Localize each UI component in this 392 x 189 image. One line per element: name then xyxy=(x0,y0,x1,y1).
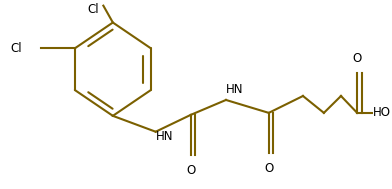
Text: Cl: Cl xyxy=(10,42,22,55)
Text: Cl: Cl xyxy=(87,3,99,16)
Text: O: O xyxy=(186,164,196,177)
Text: O: O xyxy=(264,163,273,176)
Text: HN: HN xyxy=(226,83,243,96)
Text: O: O xyxy=(352,52,362,65)
Text: HN: HN xyxy=(156,130,173,143)
Text: HO: HO xyxy=(373,106,391,119)
